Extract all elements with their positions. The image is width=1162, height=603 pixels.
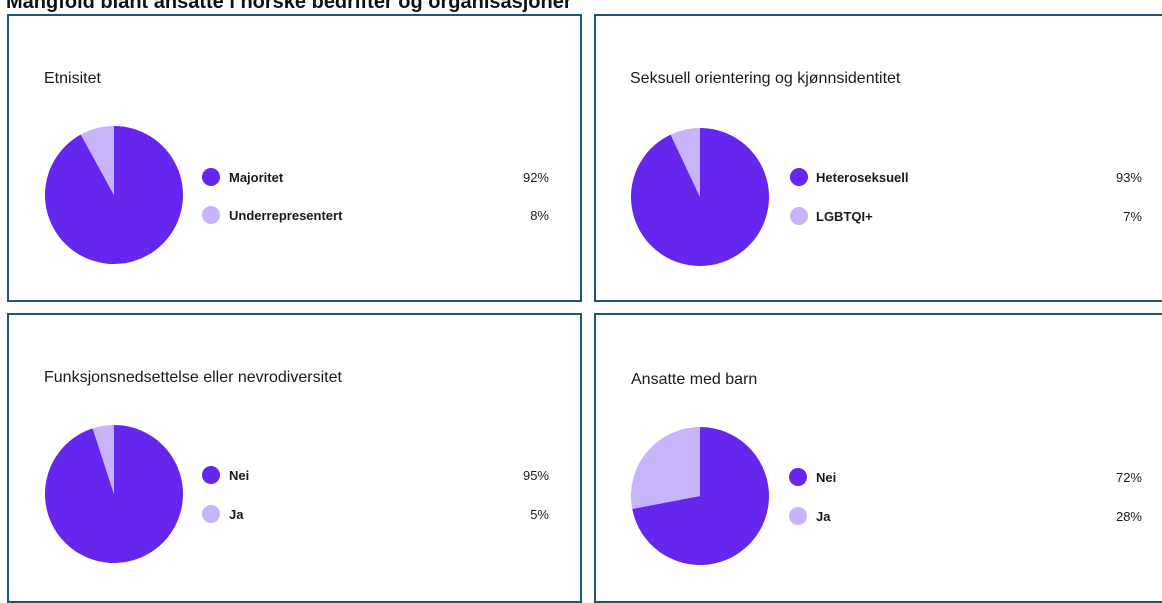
pie-chart (631, 427, 769, 565)
pie-slice-ja (631, 427, 700, 509)
legend-swatch-secondary (789, 507, 807, 525)
data-label: 95% (522, 468, 549, 483)
pie-slice-majoritet (44, 126, 183, 264)
chart-panel-funksjonsnedsettelse: Funksjonsnedsettelse eller nevrodiversit… (7, 313, 582, 603)
chart-title: Ansatte med barn (631, 371, 758, 388)
data-label: 7% (1123, 209, 1142, 224)
legend-label: Nei (229, 468, 250, 483)
legend-label: Ja (229, 507, 244, 522)
legend-swatch-primary (202, 466, 220, 484)
pie-chart (44, 126, 183, 264)
legend-swatch-secondary (202, 505, 220, 523)
chart-title: Funksjonsnedsettelse eller nevrodiversit… (44, 369, 342, 386)
data-label: 92% (522, 170, 549, 185)
pie-slice-underrepresentert (80, 126, 114, 195)
pie-chart (44, 425, 183, 563)
data-label: 5% (530, 507, 549, 522)
chart-title: Etnisitet (44, 70, 101, 87)
chart-title: Seksuell orientering og kjønnsidentitet (630, 70, 901, 87)
data-label: 93% (1115, 170, 1142, 185)
legend-swatch-primary (202, 168, 220, 186)
legend-swatch-secondary (790, 207, 808, 225)
pie-slice-lgbtqi- (670, 128, 700, 197)
chart-panel-etnisitet: Etnisitet Majoritet 92% Underrepresenter… (7, 14, 582, 302)
legend-label: Ja (816, 509, 831, 524)
chart-panel-seksuell-orientering: Seksuell orientering og kjønnsidentitet … (594, 14, 1162, 302)
chart-panel-ansatte-med-barn: Ansatte med barn Nei 72% Ja 28% (594, 313, 1162, 603)
legend-swatch-primary (790, 168, 808, 186)
pie-slice-nei (632, 427, 769, 565)
legend-label: LGBTQI+ (816, 209, 873, 224)
legend-label: Underrepresentert (229, 208, 343, 223)
legend-label: Nei (816, 470, 837, 485)
pie-slice-ja (92, 425, 114, 494)
pie-chart (631, 128, 769, 266)
legend-label: Majoritet (229, 170, 284, 185)
legend-swatch-secondary (202, 206, 220, 224)
data-label: 8% (530, 208, 549, 223)
legend-label: Heteroseksuell (816, 170, 909, 185)
data-label: 28% (1115, 509, 1142, 524)
data-label: 72% (1115, 470, 1142, 485)
page-title: Mangfold blant ansatte i norske bedrifte… (6, 0, 572, 13)
page-header: Mangfold blant ansatte i norske bedrifte… (0, 0, 1162, 16)
legend-swatch-primary (789, 468, 807, 486)
